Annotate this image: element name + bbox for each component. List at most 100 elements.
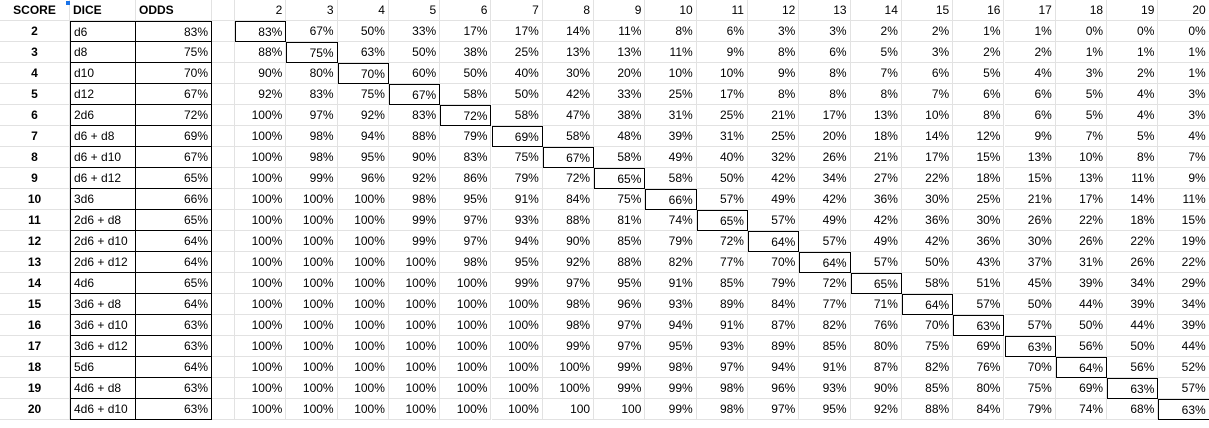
probability-cell[interactable]: 100%	[235, 231, 287, 252]
probability-cell[interactable]: 100%	[235, 147, 287, 168]
probability-cell[interactable]: 36%	[901, 210, 954, 231]
row-odds[interactable]: 64%	[136, 357, 212, 378]
probability-cell[interactable]: 34%	[1158, 294, 1209, 315]
row-dice[interactable]: 4d6 + d10	[70, 399, 136, 420]
probability-cell[interactable]: 34%	[799, 168, 851, 189]
probability-cell[interactable]: 79%	[748, 273, 800, 294]
probability-cell[interactable]: 63%	[953, 315, 1005, 336]
probability-cell[interactable]: 4%	[1107, 105, 1159, 126]
probability-cell[interactable]: 100	[542, 399, 595, 420]
probability-cell[interactable]: 3%	[901, 42, 954, 63]
probability-cell[interactable]: 70%	[337, 63, 389, 84]
probability-cell[interactable]: 100%	[337, 231, 389, 252]
probability-cell[interactable]: 75%	[337, 84, 389, 105]
probability-cell[interactable]: 79%	[1004, 399, 1056, 420]
row-dice[interactable]: d12	[70, 84, 136, 105]
probability-cell[interactable]: 100%	[235, 315, 287, 336]
probability-cell[interactable]: 57%	[748, 210, 800, 231]
probability-cell[interactable]: 25%	[645, 84, 697, 105]
header-col-target[interactable]: 5	[388, 0, 441, 21]
probability-cell[interactable]: 100%	[235, 294, 287, 315]
probability-cell[interactable]: 95%	[337, 147, 389, 168]
probability-cell[interactable]: 18%	[1107, 210, 1159, 231]
probability-cell[interactable]: 22%	[901, 168, 954, 189]
probability-cell[interactable]: 99%	[645, 378, 697, 399]
probability-cell[interactable]: 100%	[337, 336, 389, 357]
probability-cell[interactable]: 27%	[850, 168, 902, 189]
probability-cell[interactable]: 25%	[491, 42, 543, 63]
probability-cell[interactable]: 2%	[1107, 63, 1159, 84]
probability-cell[interactable]: 98%	[286, 147, 338, 168]
row-score[interactable]: 20	[0, 399, 70, 420]
probability-cell[interactable]: 2%	[901, 21, 954, 42]
probability-cell[interactable]: 48%	[594, 126, 646, 147]
probability-cell[interactable]: 93%	[491, 210, 543, 231]
probability-cell[interactable]: 14%	[542, 21, 595, 42]
probability-cell[interactable]: 85%	[799, 336, 851, 357]
probability-cell[interactable]: 98%	[542, 315, 595, 336]
probability-cell[interactable]: 40%	[696, 147, 748, 168]
probability-cell[interactable]: 84%	[542, 189, 595, 210]
probability-cell[interactable]: 100%	[286, 378, 338, 399]
header-col-target[interactable]: 6	[440, 0, 492, 21]
row-odds[interactable]: 65%	[136, 210, 212, 231]
probability-cell[interactable]: 80%	[850, 336, 902, 357]
probability-cell[interactable]: 72%	[799, 273, 851, 294]
probability-cell[interactable]: 100%	[440, 336, 492, 357]
probability-cell[interactable]: 13%	[1055, 168, 1108, 189]
probability-cell[interactable]: 2%	[953, 42, 1005, 63]
probability-cell[interactable]: 82%	[799, 315, 851, 336]
probability-cell[interactable]: 39%	[1055, 273, 1108, 294]
row-score[interactable]: 10	[0, 189, 70, 210]
probability-cell[interactable]: 100%	[286, 315, 338, 336]
probability-cell[interactable]: 77%	[696, 252, 748, 273]
probability-cell[interactable]: 50%	[491, 84, 543, 105]
probability-cell[interactable]: 0%	[1107, 21, 1159, 42]
probability-cell[interactable]: 47%	[542, 105, 595, 126]
header-col-target[interactable]: 20	[1158, 0, 1209, 21]
probability-cell[interactable]: 4%	[1107, 84, 1159, 105]
row-odds[interactable]: 64%	[136, 252, 212, 273]
row-score[interactable]: 11	[0, 210, 70, 231]
row-score[interactable]: 13	[0, 252, 70, 273]
probability-cell[interactable]: 2%	[850, 21, 902, 42]
probability-cell[interactable]: 20%	[799, 126, 851, 147]
probability-cell[interactable]: 82%	[645, 252, 697, 273]
probability-cell[interactable]: 100%	[337, 252, 389, 273]
probability-cell[interactable]: 98%	[440, 252, 492, 273]
probability-cell[interactable]: 42%	[901, 231, 954, 252]
probability-cell[interactable]: 36%	[953, 231, 1005, 252]
probability-cell[interactable]: 97%	[542, 273, 595, 294]
header-col-target[interactable]: 18	[1055, 0, 1108, 21]
probability-cell[interactable]: 85%	[594, 231, 646, 252]
probability-cell[interactable]: 50%	[1107, 336, 1159, 357]
probability-cell[interactable]: 96%	[594, 294, 646, 315]
probability-cell[interactable]: 36%	[850, 189, 902, 210]
probability-cell[interactable]: 98%	[542, 294, 595, 315]
probability-cell[interactable]: 13%	[542, 42, 595, 63]
probability-cell[interactable]: 85%	[696, 273, 748, 294]
probability-cell[interactable]: 64%	[1055, 357, 1108, 378]
probability-cell[interactable]: 6%	[953, 84, 1005, 105]
probability-cell[interactable]: 95%	[799, 399, 851, 420]
probability-cell[interactable]: 84%	[748, 294, 800, 315]
probability-cell[interactable]: 44%	[1055, 294, 1108, 315]
probability-cell[interactable]: 5%	[1055, 105, 1108, 126]
probability-cell[interactable]: 97%	[440, 231, 492, 252]
probability-cell[interactable]: 14%	[1107, 189, 1159, 210]
spacer-cell[interactable]	[212, 210, 235, 231]
probability-cell[interactable]: 26%	[1055, 231, 1108, 252]
spacer-cell[interactable]	[212, 84, 235, 105]
probability-cell[interactable]: 43%	[953, 252, 1005, 273]
probability-cell[interactable]: 100%	[337, 315, 389, 336]
probability-cell[interactable]: 10%	[1055, 147, 1108, 168]
probability-cell[interactable]: 91%	[645, 273, 697, 294]
probability-cell[interactable]: 10%	[645, 63, 697, 84]
row-score[interactable]: 4	[0, 63, 70, 84]
row-score[interactable]: 14	[0, 273, 70, 294]
probability-cell[interactable]: 90%	[850, 378, 902, 399]
probability-cell[interactable]: 50%	[440, 63, 492, 84]
probability-cell[interactable]: 87%	[748, 315, 800, 336]
probability-cell[interactable]: 100%	[235, 126, 287, 147]
probability-cell[interactable]: 4%	[1004, 63, 1056, 84]
